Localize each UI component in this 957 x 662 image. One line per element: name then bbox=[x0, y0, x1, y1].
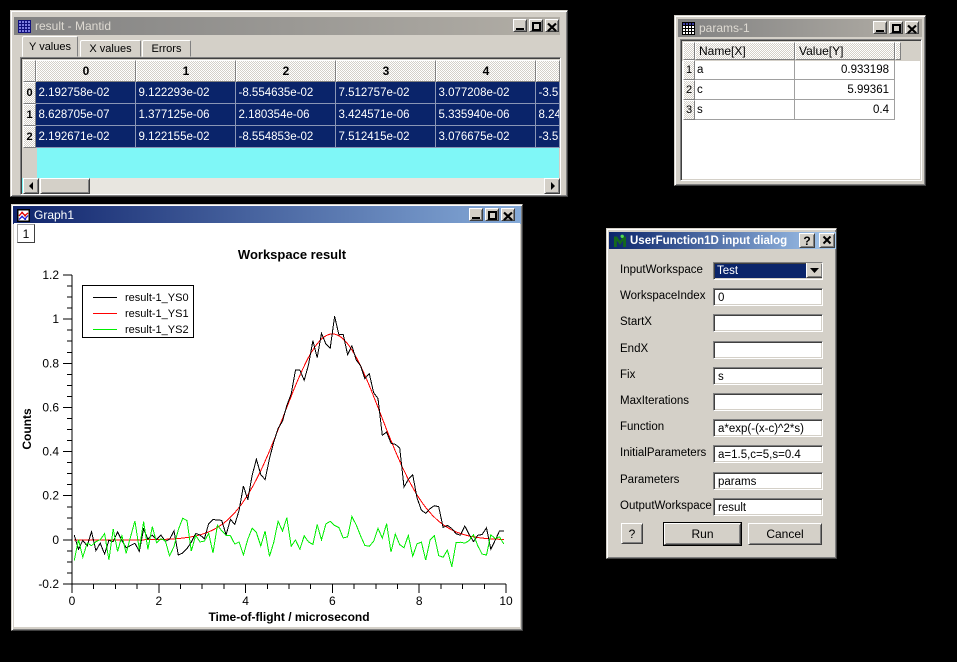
svg-text:10: 10 bbox=[499, 594, 513, 608]
svg-text:result-1_YS0: result-1_YS0 bbox=[125, 292, 189, 304]
svg-text:0.8: 0.8 bbox=[42, 356, 59, 370]
svg-text:2: 2 bbox=[155, 594, 162, 608]
svg-text:0.4: 0.4 bbox=[42, 445, 59, 459]
svg-text:-0.2: -0.2 bbox=[38, 577, 59, 591]
svg-text:0.6: 0.6 bbox=[42, 400, 59, 414]
svg-text:0: 0 bbox=[52, 533, 59, 547]
svg-text:0.2: 0.2 bbox=[42, 489, 59, 503]
svg-text:1.2: 1.2 bbox=[42, 268, 59, 282]
svg-text:0: 0 bbox=[69, 594, 76, 608]
svg-text:result-1_YS1: result-1_YS1 bbox=[125, 308, 189, 320]
svg-text:8: 8 bbox=[416, 594, 423, 608]
svg-text:4: 4 bbox=[242, 594, 249, 608]
svg-text:1: 1 bbox=[52, 312, 59, 326]
svg-text:6: 6 bbox=[329, 594, 336, 608]
svg-text:result-1_YS2: result-1_YS2 bbox=[125, 324, 189, 336]
